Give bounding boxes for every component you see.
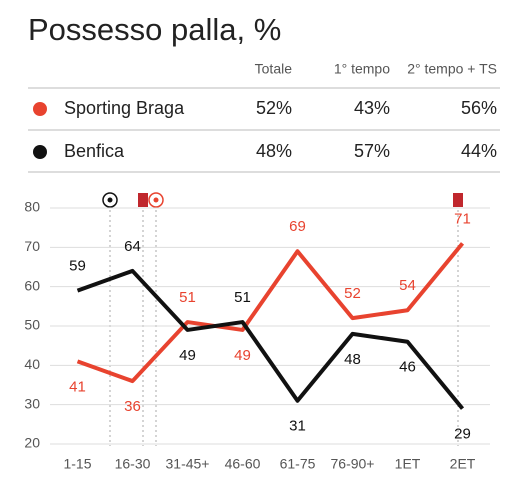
data-label: 54 xyxy=(399,277,416,294)
x-tick-label: 1-15 xyxy=(63,456,91,472)
table-cell: 56% xyxy=(461,98,497,118)
data-label: 52 xyxy=(344,285,361,302)
data-label: 36 xyxy=(124,398,141,415)
y-tick-label: 20 xyxy=(24,435,40,451)
legend-marker xyxy=(33,102,47,116)
x-tick-label: 61-75 xyxy=(280,456,316,472)
x-tick-label: 46-60 xyxy=(225,456,261,472)
data-label: 46 xyxy=(399,359,416,376)
column-header: 1° tempo xyxy=(334,61,390,77)
y-tick-label: 60 xyxy=(24,277,40,293)
data-label: 59 xyxy=(69,258,86,275)
data-label: 69 xyxy=(289,218,306,235)
column-header: 2° tempo + TS xyxy=(407,61,497,77)
table-cell: 57% xyxy=(354,141,390,161)
table-cell: 43% xyxy=(354,98,390,118)
series-line xyxy=(76,242,465,384)
y-tick-label: 30 xyxy=(24,395,40,411)
data-label: 71 xyxy=(454,210,471,227)
table-rules xyxy=(28,87,500,173)
table-cell: 52% xyxy=(256,98,292,118)
legend-label: Benfica xyxy=(64,141,125,161)
x-tick-label: 1ET xyxy=(395,456,421,472)
y-tick-label: 50 xyxy=(24,317,40,333)
data-label: 64 xyxy=(124,238,141,255)
data-label: 31 xyxy=(289,418,306,435)
title: Possesso palla, % xyxy=(28,12,281,47)
legend-marker xyxy=(33,145,47,159)
data-label: 49 xyxy=(179,347,196,364)
data-label: 48 xyxy=(344,351,361,368)
y-tick-label: 70 xyxy=(24,238,40,254)
column-header: Totale xyxy=(255,61,293,77)
series-line xyxy=(76,268,465,410)
event-markers xyxy=(109,210,459,446)
y-tick-label: 80 xyxy=(24,199,40,215)
data-label: 29 xyxy=(454,426,471,443)
table-cell: 44% xyxy=(461,141,497,161)
data-label: 51 xyxy=(179,289,196,306)
x-tick-label: 76-90+ xyxy=(331,456,375,472)
y-tick-label: 40 xyxy=(24,356,40,372)
legend-label: Sporting Braga xyxy=(64,98,185,118)
table-cell: 48% xyxy=(256,141,292,161)
x-tick-label: 2ET xyxy=(450,456,476,472)
x-tick-label: 31-45+ xyxy=(166,456,210,472)
data-label: 51 xyxy=(234,289,251,306)
event-icons xyxy=(102,192,463,208)
data-label: 49 xyxy=(234,347,251,364)
data-label: 41 xyxy=(69,378,86,395)
x-tick-label: 16-30 xyxy=(115,456,151,472)
